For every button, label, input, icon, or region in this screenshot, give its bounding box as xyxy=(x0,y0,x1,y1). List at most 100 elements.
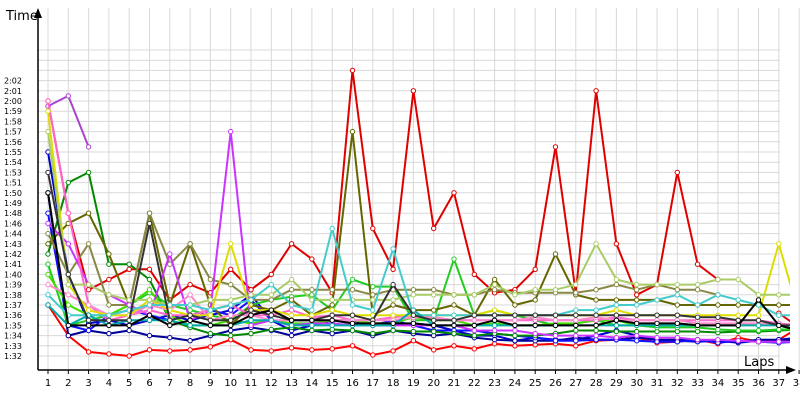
x-tick-label: 29 xyxy=(610,378,623,389)
data-point xyxy=(268,292,274,298)
data-point xyxy=(776,241,782,247)
data-point xyxy=(390,297,396,303)
y-tick-label: 1:46 xyxy=(4,219,22,228)
data-point xyxy=(146,347,153,353)
data-point xyxy=(349,312,356,318)
data-point xyxy=(85,307,92,313)
data-point xyxy=(674,169,680,176)
data-point xyxy=(431,347,437,353)
data-point xyxy=(268,317,274,323)
data-point xyxy=(410,292,417,298)
data-point xyxy=(228,307,234,313)
data-point xyxy=(85,241,92,247)
data-point xyxy=(65,322,72,329)
data-point xyxy=(45,210,51,216)
data-point xyxy=(776,322,782,329)
data-point xyxy=(654,320,660,327)
data-point xyxy=(85,322,92,329)
data-point xyxy=(85,317,92,323)
x-tick-label: 30 xyxy=(630,378,643,389)
data-point xyxy=(85,349,92,355)
data-point xyxy=(370,320,376,327)
x-tick-label: 27 xyxy=(569,378,582,389)
x-tick-label: 34 xyxy=(712,378,725,389)
data-point xyxy=(512,332,518,339)
data-point xyxy=(65,179,72,186)
data-point xyxy=(431,322,437,329)
x-tick-label: 19 xyxy=(407,378,420,389)
series-line xyxy=(47,130,790,327)
data-point xyxy=(532,330,538,337)
y-tick-label: 1:35 xyxy=(4,321,22,330)
data-point xyxy=(471,292,477,298)
data-point xyxy=(288,276,295,283)
data-point xyxy=(715,302,721,308)
data-point xyxy=(288,312,295,318)
data-point xyxy=(65,332,72,339)
x-tick-label: 36 xyxy=(752,378,765,389)
data-point xyxy=(349,327,356,334)
data-point xyxy=(776,312,782,318)
data-point xyxy=(167,261,173,267)
data-point xyxy=(167,317,173,323)
y-tick-label: 2:01 xyxy=(4,87,22,96)
data-point xyxy=(593,297,599,303)
y-tick-label: 1:38 xyxy=(4,291,22,300)
data-point xyxy=(248,307,254,313)
data-point xyxy=(593,327,599,334)
data-point xyxy=(593,88,599,94)
data-point xyxy=(471,271,477,278)
data-point xyxy=(431,287,437,293)
data-point xyxy=(451,292,457,298)
data-point xyxy=(45,281,51,288)
data-point xyxy=(491,336,498,343)
data-point xyxy=(613,276,620,283)
data-point xyxy=(410,312,417,318)
series-group xyxy=(45,67,790,359)
data-point xyxy=(370,352,376,358)
data-point xyxy=(268,348,274,354)
data-point xyxy=(248,347,254,353)
data-point xyxy=(755,327,762,334)
x-tick-label: 37 xyxy=(772,378,785,389)
data-point xyxy=(613,307,620,313)
data-point xyxy=(187,307,193,313)
data-point xyxy=(674,302,680,308)
series-20 xyxy=(45,190,790,330)
data-point xyxy=(248,292,254,298)
data-point xyxy=(146,220,153,227)
data-point xyxy=(735,327,741,334)
x-tick-label: 3 xyxy=(85,378,91,389)
data-point xyxy=(532,297,538,303)
data-point xyxy=(674,292,680,298)
data-point xyxy=(512,327,518,334)
data-point xyxy=(694,261,701,267)
data-point xyxy=(532,322,538,329)
data-point xyxy=(370,297,376,303)
data-point xyxy=(451,256,457,262)
data-point xyxy=(167,348,173,354)
data-point xyxy=(654,297,660,303)
data-point xyxy=(593,322,599,329)
y-tick-label: 1:43 xyxy=(4,240,22,249)
data-point xyxy=(45,190,51,196)
data-point xyxy=(268,312,274,318)
data-point xyxy=(370,225,376,232)
data-point xyxy=(248,297,254,303)
x-tick-label: 26 xyxy=(549,378,562,389)
data-point xyxy=(45,302,51,308)
data-point xyxy=(187,338,193,344)
y-tick-label: 1:33 xyxy=(4,342,22,351)
data-point xyxy=(512,292,518,298)
data-point xyxy=(573,290,579,296)
data-point xyxy=(573,307,579,313)
x-tick-label: 16 xyxy=(346,378,359,389)
data-point xyxy=(735,302,741,308)
data-point xyxy=(65,241,72,247)
data-point xyxy=(532,266,538,272)
data-point xyxy=(146,297,153,303)
data-point xyxy=(228,266,234,272)
data-point xyxy=(552,317,559,323)
data-point xyxy=(451,302,457,308)
